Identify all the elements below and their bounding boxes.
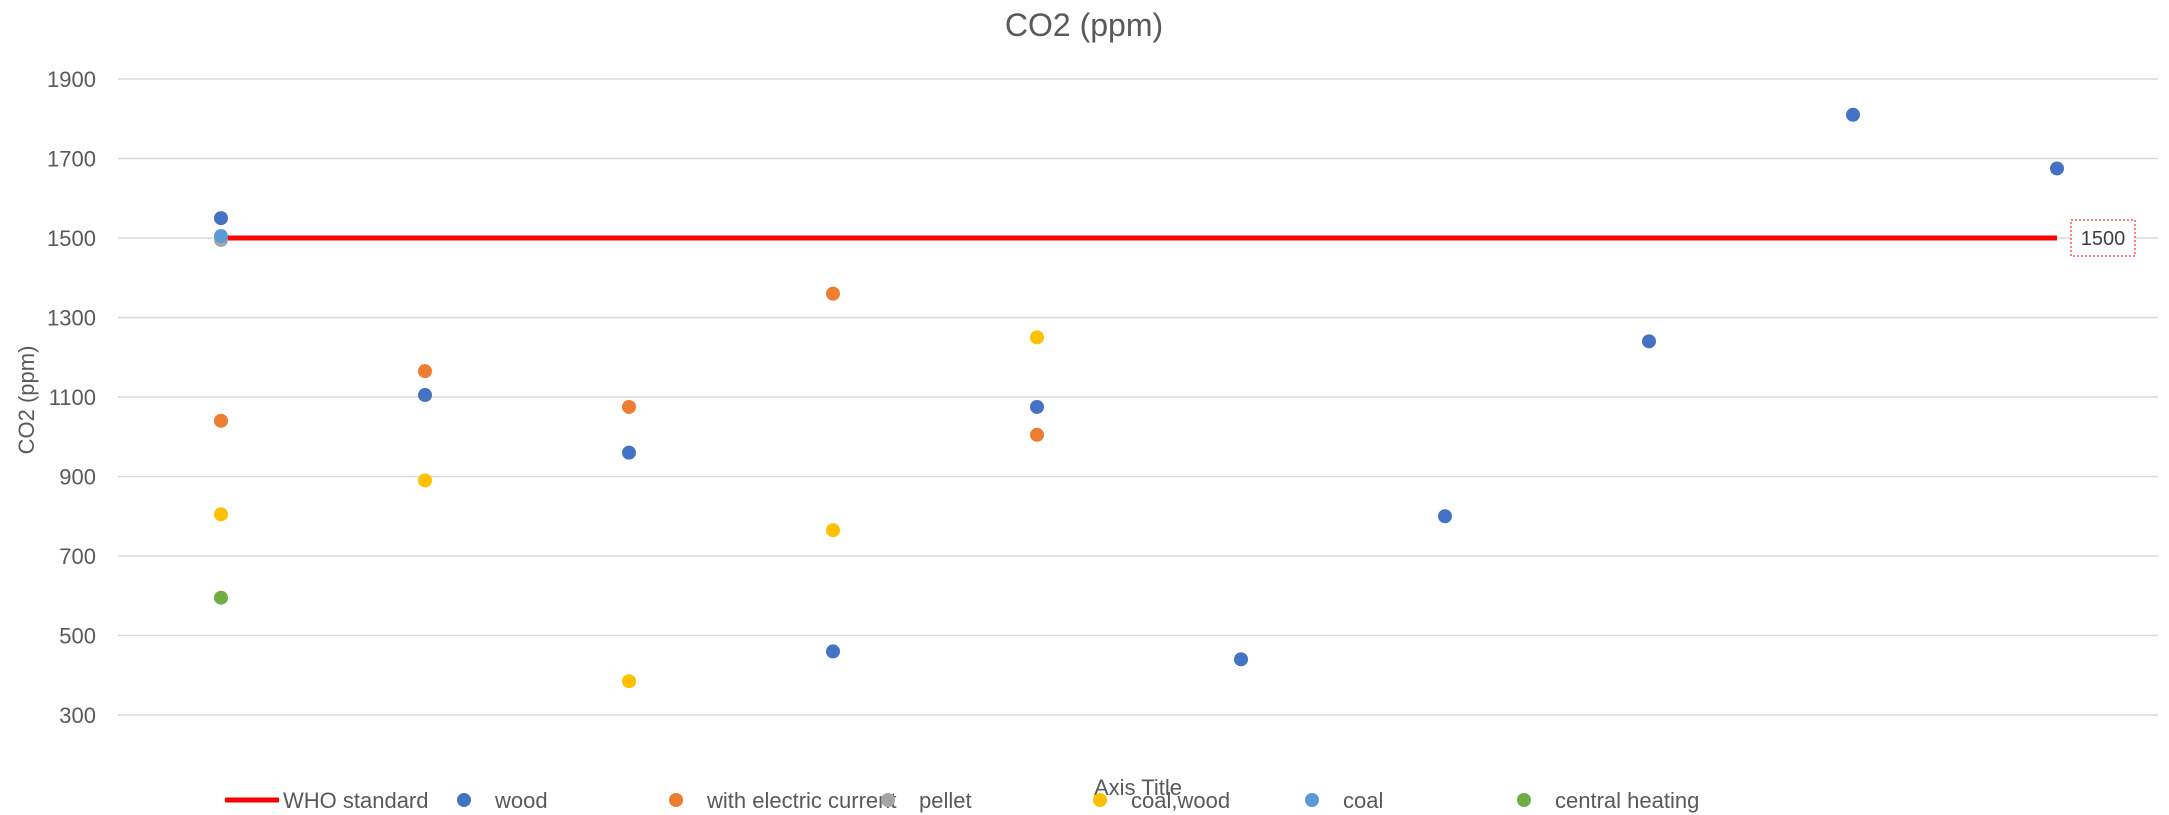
data-point xyxy=(1030,427,1044,442)
data-point xyxy=(622,445,636,460)
data-point xyxy=(214,413,228,428)
data-point xyxy=(1030,330,1044,345)
data-point xyxy=(826,286,840,301)
data-point xyxy=(214,590,228,605)
data-point xyxy=(826,644,840,659)
y-tick-label: 1900 xyxy=(47,67,96,92)
legend-label: WHO standard xyxy=(283,788,429,813)
y-tick-label: 900 xyxy=(59,465,96,490)
legend-label: wood xyxy=(494,788,548,813)
legend-label: central heating xyxy=(1555,788,1699,813)
y-tick-label: 700 xyxy=(59,544,96,569)
legend-label: coal xyxy=(1343,788,1383,813)
data-point xyxy=(1438,509,1452,524)
who-standard-data-label: 1500 xyxy=(2070,219,2136,257)
data-points xyxy=(214,107,2064,689)
data-point xyxy=(1234,652,1248,667)
y-tick-label: 300 xyxy=(59,703,96,728)
y-tick-label: 1500 xyxy=(47,226,96,251)
legend-label: with electric current xyxy=(706,788,897,813)
data-point xyxy=(214,229,228,244)
legend-label: coal,wood xyxy=(1131,788,1230,813)
legend-swatch xyxy=(1093,793,1107,807)
y-axis-label: CO2 (ppm) xyxy=(14,346,39,455)
legend: WHO standard wood with electric current pel… xyxy=(225,788,1699,813)
chart-title: CO2 (ppm) xyxy=(1005,7,1163,43)
data-point xyxy=(1642,334,1656,349)
y-tick-label: 500 xyxy=(59,624,96,649)
data-point xyxy=(214,507,228,522)
legend-label: pellet xyxy=(919,788,972,813)
y-tick-label: 1300 xyxy=(47,306,96,331)
data-point xyxy=(1846,107,1860,122)
legend-swatch xyxy=(457,793,471,807)
data-point xyxy=(2050,161,2064,176)
y-tick-label: 1100 xyxy=(49,385,96,410)
legend-swatch xyxy=(669,793,683,807)
y-axis-ticks: 300 500 700 900 1100 1300 1500 1700 1900 xyxy=(47,67,96,728)
data-point xyxy=(1030,399,1044,414)
data-point xyxy=(622,674,636,689)
data-point xyxy=(418,473,432,488)
legend-swatch xyxy=(1517,793,1531,807)
who-standard-value: 1500 xyxy=(2081,228,2126,250)
legend-swatch xyxy=(1305,793,1319,807)
y-tick-label: 1700 xyxy=(47,147,96,172)
legend-swatch xyxy=(881,793,895,807)
data-point xyxy=(214,211,228,226)
data-point xyxy=(418,388,432,403)
data-point xyxy=(418,364,432,379)
data-point xyxy=(622,399,636,414)
x-axis-label: Axis Title xyxy=(1094,775,1182,800)
data-point xyxy=(826,523,840,538)
